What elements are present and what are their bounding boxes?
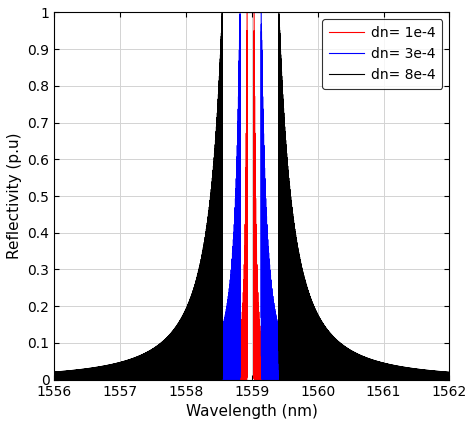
dn= 8e-4: [52, 369, 57, 374]
dn= 1e-4: [447, 377, 452, 382]
dn= 3e-4: [237, 10, 243, 15]
Line: dn= 1e-4: dn= 1e-4: [55, 12, 449, 380]
dn= 3e-4: [428, 376, 433, 381]
X-axis label: Wavelength (nm): Wavelength (nm): [186, 404, 318, 419]
dn= 3e-4: [84, 377, 90, 382]
dn= 1e-4: [100, 377, 106, 382]
dn= 1e-4: [303, 377, 309, 382]
dn= 3e-4: [410, 377, 415, 382]
dn= 8e-4: [410, 377, 415, 382]
dn= 8e-4: [428, 377, 433, 382]
dn= 8e-4: [303, 327, 309, 332]
dn= 3e-4: [260, 173, 265, 178]
dn= 1e-4: [126, 377, 132, 382]
dn= 1e-4: [428, 377, 433, 382]
dn= 8e-4: [260, 10, 265, 15]
dn= 8e-4: [447, 377, 452, 382]
Line: dn= 8e-4: dn= 8e-4: [55, 12, 449, 380]
dn= 1e-4: [61, 377, 66, 382]
dn= 1e-4: [246, 10, 252, 15]
Y-axis label: Reflectivity (p.u): Reflectivity (p.u): [7, 133, 22, 259]
dn= 8e-4: [219, 10, 225, 15]
dn= 8e-4: [84, 377, 90, 382]
dn= 3e-4: [61, 377, 66, 382]
dn= 1e-4: [52, 377, 57, 382]
dn= 3e-4: [303, 364, 309, 369]
dn= 1e-4: [260, 349, 265, 354]
dn= 3e-4: [100, 375, 106, 380]
dn= 8e-4: [100, 367, 106, 372]
Legend: dn= 1e-4, dn= 3e-4, dn= 8e-4: dn= 1e-4, dn= 3e-4, dn= 8e-4: [322, 20, 443, 89]
dn= 3e-4: [52, 377, 57, 382]
dn= 3e-4: [447, 377, 452, 382]
dn= 8e-4: [61, 376, 66, 381]
dn= 1e-4: [410, 377, 415, 382]
Line: dn= 3e-4: dn= 3e-4: [55, 12, 449, 380]
